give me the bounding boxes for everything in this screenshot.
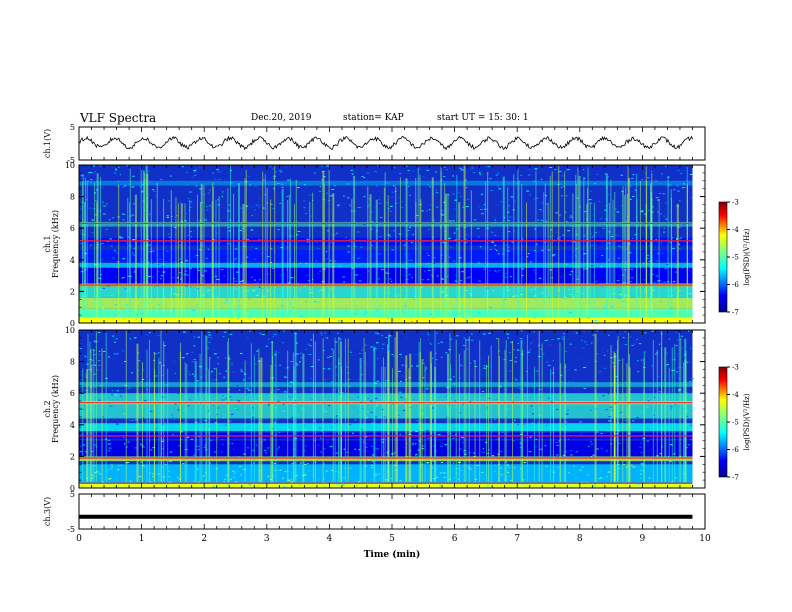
y-tick-label-ch2: 6 xyxy=(70,389,75,398)
sferic-streaks-2 xyxy=(82,330,687,482)
y-tick-label-ch1: 10 xyxy=(65,161,75,170)
colorbar-tick-label: -7 xyxy=(732,309,739,317)
x-tick-label: 9 xyxy=(640,534,646,544)
y-tick-label-ch1: 2 xyxy=(70,287,75,296)
y-tick-label-ch2: 2 xyxy=(70,452,75,461)
x-tick-label: 0 xyxy=(76,534,82,544)
frequency-band-2-0 xyxy=(79,483,693,488)
frequency-band-1-8 xyxy=(79,237,693,246)
y-tick-label-ch1: 6 xyxy=(70,224,75,233)
colorbar-label-ch1: log(PSD)(V²/Hz) xyxy=(743,228,751,285)
colorbar-label-ch2: log(PSD)(V²/Hz) xyxy=(743,393,751,450)
colorbar-tick-label: -4 xyxy=(732,226,739,234)
x-tick-label: 4 xyxy=(327,534,333,544)
colorbar-tick-label: -3 xyxy=(732,199,739,207)
date-label: Dec.20, 2019 xyxy=(251,113,312,123)
y-axis-label-ch2: ch.2 xyxy=(43,400,52,417)
y-tick-label-ch1: 4 xyxy=(70,256,75,265)
frequency-band-1-7 xyxy=(79,250,693,262)
frequency-band-1-9 xyxy=(79,221,693,227)
y-tick-label-ch2: 10 xyxy=(65,326,75,335)
x-tick-label: 7 xyxy=(514,534,520,544)
colorbar-tick-label: -5 xyxy=(732,419,739,427)
y-axis-label-ch1: ch.1 xyxy=(43,235,52,252)
frequency-band-1-2 xyxy=(79,297,693,309)
frequency-band-2-5 xyxy=(79,423,693,432)
colorbar-tick-label: -6 xyxy=(732,446,739,454)
y-tick-label-ch1: 0 xyxy=(70,319,75,328)
x-tick-label: 5 xyxy=(389,534,395,544)
panel-frame-4 xyxy=(78,493,706,530)
colorbar-ch1 xyxy=(718,201,728,313)
x-tick-label: 6 xyxy=(452,534,458,544)
y-axis-label-ch3: ch.3(V) xyxy=(43,497,52,526)
y-tick-label-bottom: -5 xyxy=(67,525,75,534)
colorbar-tick-label: -3 xyxy=(732,364,739,372)
y-tick-label-bottom: -5 xyxy=(67,156,75,165)
colorbar-tick-label: -7 xyxy=(732,474,739,482)
frequency-band-1-3 xyxy=(79,286,693,298)
colorbar-tick-label: -4 xyxy=(732,391,739,399)
figure-title: VLF Spectra xyxy=(80,111,157,125)
y-axis-label-freq-ch1: Frequency (kHz) xyxy=(51,210,60,278)
colorbar-tick-label: -6 xyxy=(732,281,739,289)
frequency-band-2-8 xyxy=(79,382,693,387)
colorbar-tick-label: -5 xyxy=(732,254,739,262)
x-axis-label: Time (min) xyxy=(364,549,421,560)
y-axis-label-freq-ch2: Frequency (kHz) xyxy=(51,375,60,443)
x-tick-label: 2 xyxy=(201,534,207,544)
x-tick-label: 8 xyxy=(577,534,583,544)
start-time-label: start UT = 15: 30: 1 xyxy=(437,113,529,123)
spectrogram-speckle-2 xyxy=(79,330,694,489)
frequency-band-2-3 xyxy=(79,440,693,457)
y-tick-label-ch2: 8 xyxy=(70,358,75,367)
y-axis-label-ch1: ch.1(V) xyxy=(43,129,52,158)
x-tick-label: 1 xyxy=(139,534,145,544)
y-tick-label-ch2: 4 xyxy=(70,421,75,430)
ch1-waveform-line xyxy=(78,135,693,151)
frequency-band-1-10 xyxy=(79,180,693,186)
frequency-band-1-5 xyxy=(79,267,693,284)
y-tick-label-top: 5 xyxy=(70,123,75,132)
colorbar-ch2 xyxy=(718,366,728,478)
x-tick-label: 10 xyxy=(699,534,711,544)
frequency-band-2-2 xyxy=(79,456,693,462)
y-tick-label-top: 5 xyxy=(70,490,75,499)
frequency-band-1-0 xyxy=(79,317,693,323)
frequency-band-2-6 xyxy=(79,393,693,419)
frequency-band-1-1 xyxy=(79,308,693,318)
frequency-band-1-6 xyxy=(79,262,693,268)
x-tick-label: 3 xyxy=(264,534,270,544)
station-label: station= KAP xyxy=(343,113,404,123)
y-tick-label-ch1: 8 xyxy=(70,193,75,202)
y-tick-label-ch2: 0 xyxy=(70,484,75,493)
